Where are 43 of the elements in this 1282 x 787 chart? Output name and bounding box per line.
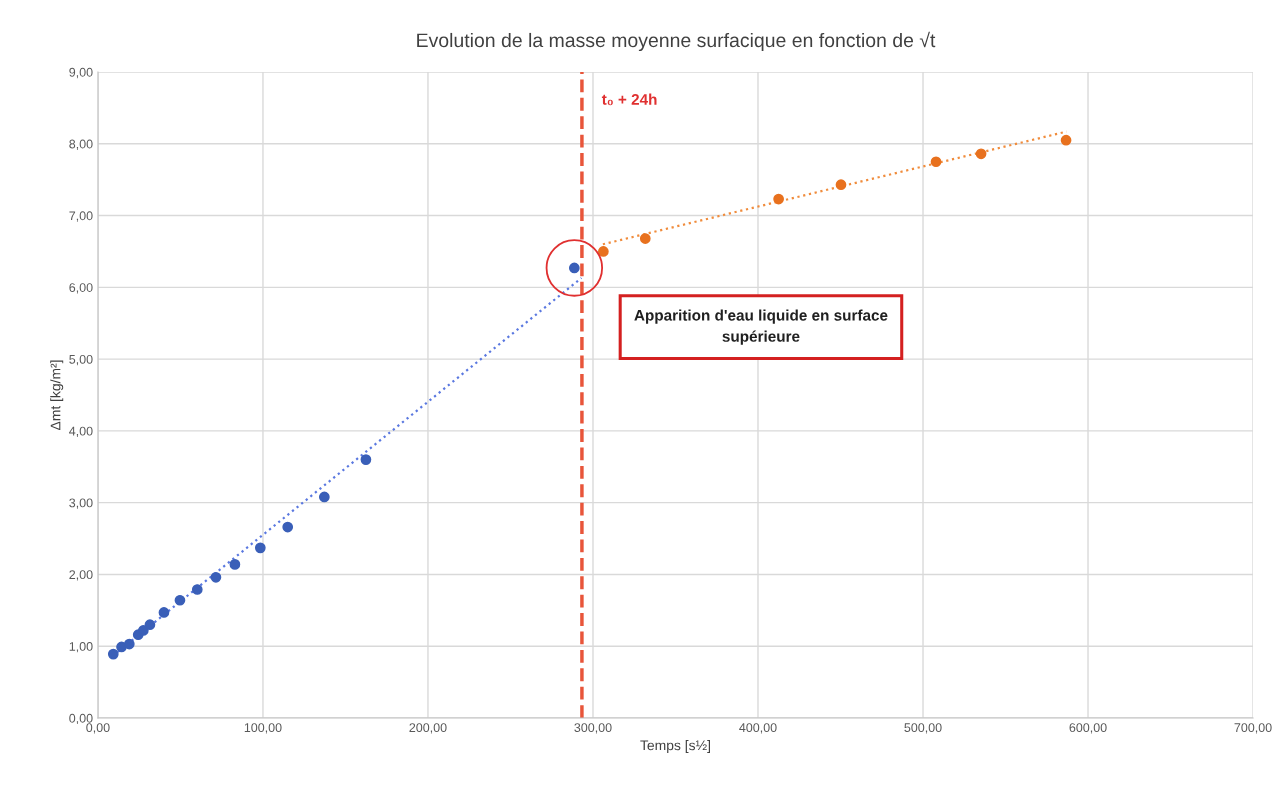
point <box>144 619 156 631</box>
point <box>107 648 119 660</box>
y-tick-label: 6,00 <box>69 283 93 294</box>
y-tick-label: 4,00 <box>69 426 93 438</box>
y-tick-label: 5,00 <box>69 354 93 366</box>
point <box>773 193 784 205</box>
point <box>210 571 222 583</box>
y-tick-label: 9,00 <box>69 67 93 79</box>
point <box>835 179 847 191</box>
x-tick-label: 100,00 <box>244 723 282 734</box>
y-axis-title: Δmt [kg/m²] <box>50 360 64 431</box>
x-tick-label: 500,00 <box>904 723 942 734</box>
x-tick-label: 200,00 <box>409 723 447 734</box>
point <box>229 559 241 570</box>
point <box>318 491 330 503</box>
point <box>1060 134 1072 146</box>
x-tick-label: 400,00 <box>739 723 777 734</box>
point <box>123 638 135 650</box>
point <box>137 625 149 636</box>
x-tick-label: 0,00 <box>86 723 110 734</box>
point <box>254 542 266 554</box>
point <box>158 607 170 618</box>
x-tick-label: 600,00 <box>1069 723 1107 734</box>
y-tick-label: 7,00 <box>69 211 93 222</box>
point <box>598 246 609 257</box>
y-tick-label: 0,00 <box>69 713 93 725</box>
y-tick-label: 8,00 <box>69 139 93 150</box>
chart-title: Evolution de la masse moyenne surfacique en fonction de √t <box>417 31 936 52</box>
point <box>975 148 987 160</box>
y-tick-label: 2,00 <box>69 570 93 581</box>
y-tick-label: 3,00 <box>69 498 93 509</box>
point <box>360 454 372 465</box>
x-axis-title: Temps [s½] <box>640 740 710 753</box>
x-tick-label: 700,00 <box>1234 723 1272 734</box>
point <box>639 233 651 244</box>
annotation: Apparition d'eau liquide en surface supérieure <box>634 309 888 345</box>
point <box>191 584 203 595</box>
point <box>282 521 294 533</box>
point <box>930 156 942 168</box>
x-tick-label: 300,00 <box>574 723 612 734</box>
y-tick-label: 1,00 <box>69 642 93 653</box>
ref-line-label: t₀ + 24h <box>601 93 657 106</box>
point <box>174 594 186 606</box>
